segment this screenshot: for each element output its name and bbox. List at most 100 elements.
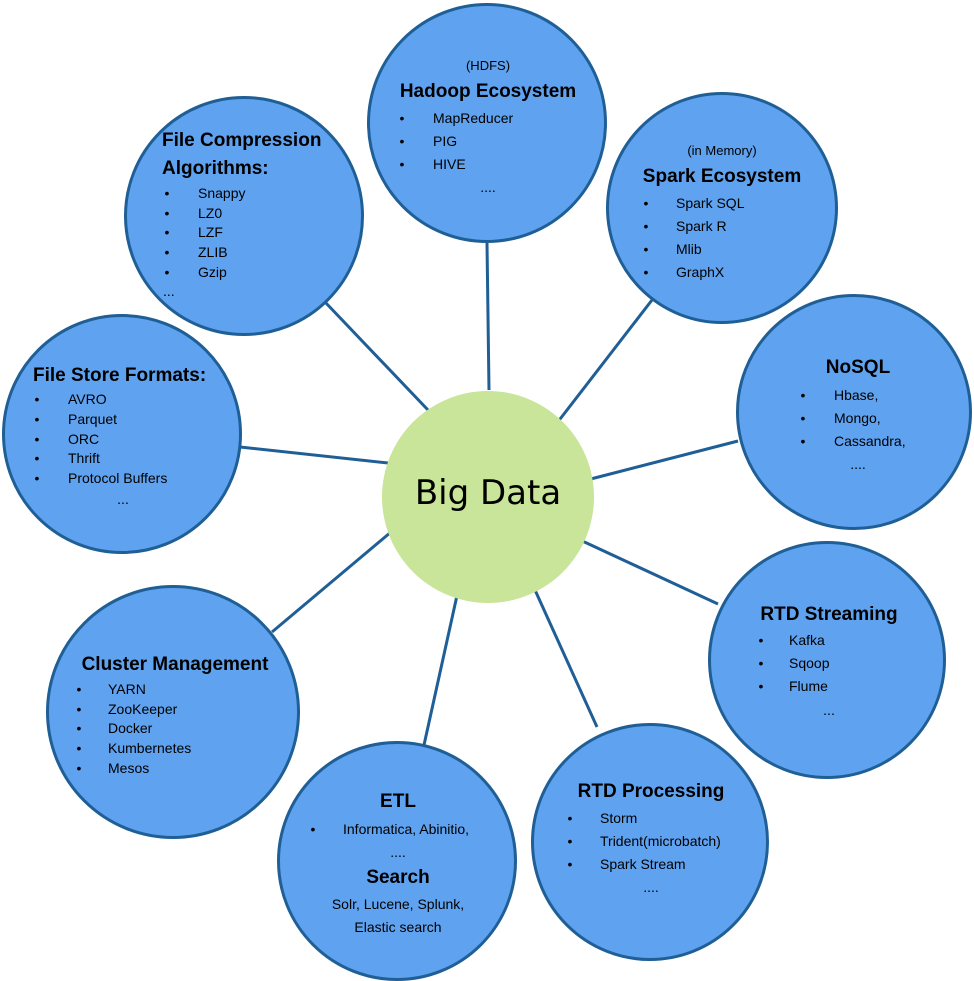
etl-item: Informatica, Abinitio,	[343, 821, 470, 837]
connector-spark	[555, 299, 654, 424]
node-rtd-streaming: RTD Streaming • Kafka • Sqoop • Flume ..…	[708, 541, 946, 779]
compression-item: LZ0	[198, 205, 223, 221]
cluster-item: YARN	[108, 681, 146, 697]
node-hadoop-ecosystem: (HDFS) Hadoop Ecosystem • MapReducer • P…	[367, 3, 607, 243]
cluster-title: Cluster Management	[81, 654, 269, 675]
bullet: •	[800, 433, 806, 449]
node-cluster-management: Cluster Management • YARN • ZooKeeper • …	[46, 585, 300, 839]
compression-title-line1: File Compression	[162, 130, 322, 151]
bullet: •	[76, 720, 82, 736]
bullet: •	[399, 133, 405, 149]
bullet: •	[76, 740, 82, 756]
connector-streaming	[577, 537, 719, 606]
etl-title: ETL	[380, 791, 416, 812]
formats-item: AVRO	[68, 391, 107, 407]
search-title: Search	[366, 867, 430, 888]
nosql-item: Hbase,	[834, 387, 879, 403]
hadoop-more: ....	[480, 179, 496, 195]
formats-item: Thrift	[68, 450, 100, 466]
bullet: •	[800, 387, 806, 403]
bullet: •	[164, 205, 170, 221]
processing-more: ....	[643, 879, 659, 895]
streaming-title: RTD Streaming	[760, 604, 898, 625]
bullet: •	[76, 701, 82, 717]
bullet: •	[34, 411, 40, 427]
bullet: •	[34, 470, 40, 486]
compression-item: ZLIB	[198, 244, 228, 260]
compression-item: Snappy	[198, 185, 246, 201]
compression-title-line2: Algorithms:	[162, 158, 269, 179]
bullet: •	[34, 391, 40, 407]
nosql-item: Mongo,	[834, 410, 881, 426]
bullet: •	[76, 681, 82, 697]
spark-item: Spark SQL	[676, 195, 745, 211]
bullet: •	[164, 244, 170, 260]
bullet: •	[34, 431, 40, 447]
center-title: Big Data	[414, 473, 562, 513]
node-nosql: NoSQL • Hbase, • Mongo, • Cassandra, ...…	[736, 294, 972, 530]
compression-more: ...	[163, 283, 175, 299]
bullet: •	[643, 218, 649, 234]
bullet: •	[34, 450, 40, 466]
connector-processing	[533, 589, 599, 728]
spark-item: GraphX	[676, 264, 725, 280]
search-line2: Elastic search	[354, 919, 442, 935]
formats-item: ORC	[68, 431, 100, 447]
cluster-item: Kumbernetes	[108, 740, 192, 756]
hadoop-item: PIG	[433, 133, 458, 149]
processing-item: Storm	[600, 810, 638, 826]
bullet: •	[758, 678, 764, 694]
bullet: •	[567, 856, 573, 872]
bullet: •	[310, 821, 316, 837]
nosql-more: ....	[850, 456, 866, 472]
formats-item: Parquet	[68, 411, 118, 427]
node-file-compression: File Compression Algorithms: • Snappy • …	[124, 96, 364, 336]
spark-note: (in Memory)	[687, 143, 757, 158]
hadoop-item: HIVE	[433, 156, 466, 172]
streaming-item: Kafka	[789, 632, 825, 648]
processing-title: RTD Processing	[577, 781, 725, 802]
bullet: •	[758, 632, 764, 648]
spark-item: Spark R	[676, 218, 727, 234]
cluster-item: Mesos	[108, 760, 150, 776]
bullet: •	[758, 655, 764, 671]
bullet: •	[399, 110, 405, 126]
hadoop-note: (HDFS)	[465, 58, 511, 73]
etl-more: ....	[390, 844, 406, 860]
bullet: •	[567, 810, 573, 826]
formats-title: File Store Formats:	[33, 365, 207, 386]
node-spark-ecosystem: (in Memory) Spark Ecosystem • Spark SQL …	[606, 92, 838, 324]
spark-title: Spark Ecosystem	[642, 166, 802, 187]
cluster-item: Docker	[108, 720, 153, 736]
bullet: •	[164, 224, 170, 240]
streaming-item: Sqoop	[789, 655, 830, 671]
processing-item: Trident(microbatch)	[600, 833, 721, 849]
node-big-data-center: Big Data	[382, 391, 594, 603]
compression-item: Gzip	[198, 264, 227, 280]
bullet: •	[164, 264, 170, 280]
bullet: •	[164, 185, 170, 201]
bullet: •	[567, 833, 573, 849]
cluster-item: ZooKeeper	[108, 701, 178, 717]
bullet: •	[800, 410, 806, 426]
hadoop-title: Hadoop Ecosystem	[399, 81, 577, 102]
nosql-item: Cassandra,	[834, 433, 906, 449]
spark-item: Mlib	[676, 241, 702, 257]
node-etl-search: ETL • Informatica, Abinitio, .... Search…	[277, 741, 517, 981]
node-file-store-formats: File Store Formats: • AVRO • Parquet • O…	[2, 314, 242, 554]
bullet: •	[643, 264, 649, 280]
nosql-title: NoSQL	[825, 357, 891, 378]
connector-compression	[323, 300, 430, 412]
connector-hadoop	[485, 242, 491, 391]
connector-formats	[239, 445, 389, 465]
bullet: •	[643, 241, 649, 257]
node-rtd-processing: RTD Processing • Storm • Trident(microba…	[531, 723, 769, 961]
processing-item: Spark Stream	[600, 856, 686, 872]
connector-etl	[422, 590, 460, 746]
connector-cluster	[271, 530, 392, 634]
hadoop-item: MapReducer	[433, 110, 514, 126]
bullet: •	[399, 156, 405, 172]
compression-item: LZF	[198, 224, 223, 240]
search-line1: Solr, Lucene, Splunk,	[331, 896, 465, 912]
